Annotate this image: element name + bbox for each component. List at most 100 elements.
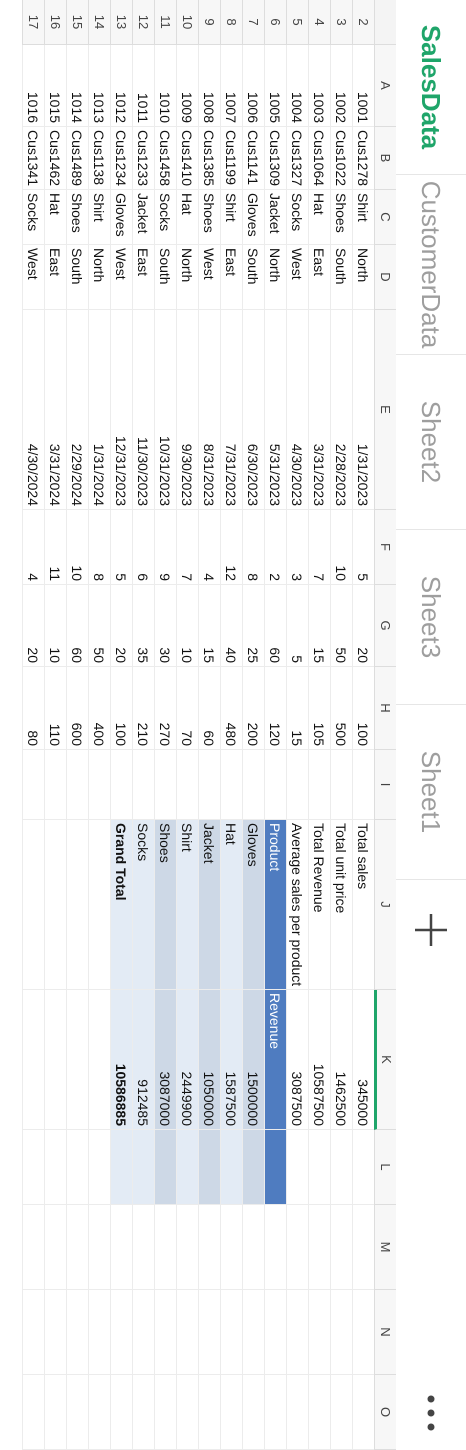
summary-value[interactable]: 345000 [352, 990, 374, 1130]
add-sheet-button[interactable] [396, 880, 466, 980]
cell-unit-price[interactable]: 15 [198, 585, 220, 667]
cell-empty[interactable] [88, 1205, 110, 1290]
cell-empty[interactable] [242, 1375, 264, 1450]
cell-empty[interactable] [352, 1130, 374, 1205]
cell-empty[interactable] [352, 1290, 374, 1375]
cell-empty[interactable] [330, 1290, 352, 1375]
cell-empty[interactable] [242, 1290, 264, 1375]
cell-product[interactable]: Hat [44, 190, 66, 245]
cell-region[interactable]: North [176, 245, 198, 310]
cell-empty[interactable] [308, 1375, 330, 1450]
cell-sales[interactable]: 270 [154, 667, 176, 750]
summary-label[interactable]: Average sales per product [286, 820, 308, 990]
summary-value[interactable]: 3087500 [286, 990, 308, 1130]
cell-sales[interactable]: 60 [198, 667, 220, 750]
cell-empty[interactable] [154, 1205, 176, 1290]
cell-empty[interactable] [44, 1290, 66, 1375]
cell-order-id[interactable]: 1014 [66, 45, 88, 127]
cell-region[interactable]: East [220, 245, 242, 310]
tab-sheet1[interactable]: Sheet1 [396, 705, 466, 880]
cell-empty[interactable] [66, 1205, 88, 1290]
cell-customer[interactable]: Cus1327 [286, 127, 308, 190]
cell-empty[interactable] [308, 750, 330, 820]
cell-customer[interactable]: Cus1309 [264, 127, 286, 190]
cell-empty[interactable] [242, 750, 264, 820]
column-header-h[interactable]: H [374, 667, 396, 750]
cell-unit-price[interactable]: 5 [286, 585, 308, 667]
cell-unit-price[interactable]: 10 [176, 585, 198, 667]
cell-unit-price[interactable]: 60 [264, 585, 286, 667]
summary-label[interactable]: Total unit price [330, 820, 352, 990]
cell-empty[interactable] [132, 1375, 154, 1450]
cell-quantity[interactable]: 7 [176, 510, 198, 585]
cell-region[interactable]: North [352, 245, 374, 310]
column-header-l[interactable]: L [374, 1130, 396, 1205]
cell-product[interactable]: Socks [22, 190, 44, 245]
cell-empty[interactable] [66, 820, 88, 990]
column-header-a[interactable]: A [374, 45, 396, 127]
cell-empty[interactable] [308, 1130, 330, 1205]
cell-empty[interactable] [44, 1205, 66, 1290]
cell-order-id[interactable]: 1009 [176, 45, 198, 127]
cell-empty[interactable] [330, 1130, 352, 1205]
cell-sales[interactable]: 400 [88, 667, 110, 750]
cell-empty[interactable] [176, 750, 198, 820]
cell-customer[interactable]: Cus1462 [44, 127, 66, 190]
cell-customer[interactable]: Cus1234 [110, 127, 132, 190]
cell-empty[interactable] [132, 750, 154, 820]
tab-salesdata[interactable]: SalesData [396, 0, 466, 175]
cell-order-id[interactable]: 1007 [220, 45, 242, 127]
cell-empty[interactable] [44, 990, 66, 1130]
row-header-14[interactable]: 14 [88, 0, 110, 45]
cell-sales[interactable]: 100 [352, 667, 374, 750]
cell-product[interactable]: Hat [308, 190, 330, 245]
row-header-5[interactable]: 5 [286, 0, 308, 45]
cell-empty[interactable] [22, 1205, 44, 1290]
cell-empty[interactable] [22, 1375, 44, 1450]
cell-quantity[interactable]: 8 [88, 510, 110, 585]
cell-empty[interactable] [22, 990, 44, 1130]
cell-date[interactable]: 9/30/2023 [176, 310, 198, 510]
cell-empty[interactable] [198, 750, 220, 820]
cell-quantity[interactable]: 6 [132, 510, 154, 585]
summary-value[interactable]: 10587500 [308, 990, 330, 1130]
column-header-b[interactable]: B [374, 127, 396, 190]
cell-sales[interactable]: 480 [220, 667, 242, 750]
cell-empty[interactable] [88, 820, 110, 990]
cell-region[interactable]: South [154, 245, 176, 310]
row-header-6[interactable]: 6 [264, 0, 286, 45]
cell-order-id[interactable]: 1012 [110, 45, 132, 127]
column-header-k[interactable]: K [374, 990, 396, 1130]
cell-customer[interactable]: Cus1278 [352, 127, 374, 190]
row-header-13[interactable]: 13 [110, 0, 132, 45]
cell-product[interactable]: Shirt [220, 190, 242, 245]
cell-unit-price[interactable]: 30 [154, 585, 176, 667]
cell-empty[interactable] [176, 1375, 198, 1450]
cell-empty[interactable] [264, 1375, 286, 1450]
cell-empty[interactable] [286, 1375, 308, 1450]
cell-unit-price[interactable]: 40 [220, 585, 242, 667]
cell-sales[interactable]: 15 [286, 667, 308, 750]
cell-sales[interactable]: 80 [22, 667, 44, 750]
cell-empty[interactable] [220, 1375, 242, 1450]
cell-quantity[interactable]: 5 [110, 510, 132, 585]
cell-date[interactable]: 1/31/2023 [352, 310, 374, 510]
cell-empty[interactable] [154, 750, 176, 820]
column-header-e[interactable]: E [374, 310, 396, 510]
summary-value[interactable]: 1462500 [330, 990, 352, 1130]
row-header-16[interactable]: 16 [44, 0, 66, 45]
cell-empty[interactable] [220, 1290, 242, 1375]
cell-empty[interactable] [286, 750, 308, 820]
cell-region[interactable]: West [286, 245, 308, 310]
cell-product[interactable]: Gloves [242, 190, 264, 245]
row-header-7[interactable]: 7 [242, 0, 264, 45]
tab-customerdata[interactable]: CustomerData [396, 175, 466, 355]
column-header-f[interactable]: F [374, 510, 396, 585]
cell-empty[interactable] [110, 750, 132, 820]
tab-sheet2[interactable]: Sheet2 [396, 355, 466, 530]
row-header-3[interactable]: 3 [330, 0, 352, 45]
row-header-8[interactable]: 8 [220, 0, 242, 45]
cell-order-id[interactable]: 1016 [22, 45, 44, 127]
cell-order-id[interactable]: 1001 [352, 45, 374, 127]
cell-order-id[interactable]: 1010 [154, 45, 176, 127]
